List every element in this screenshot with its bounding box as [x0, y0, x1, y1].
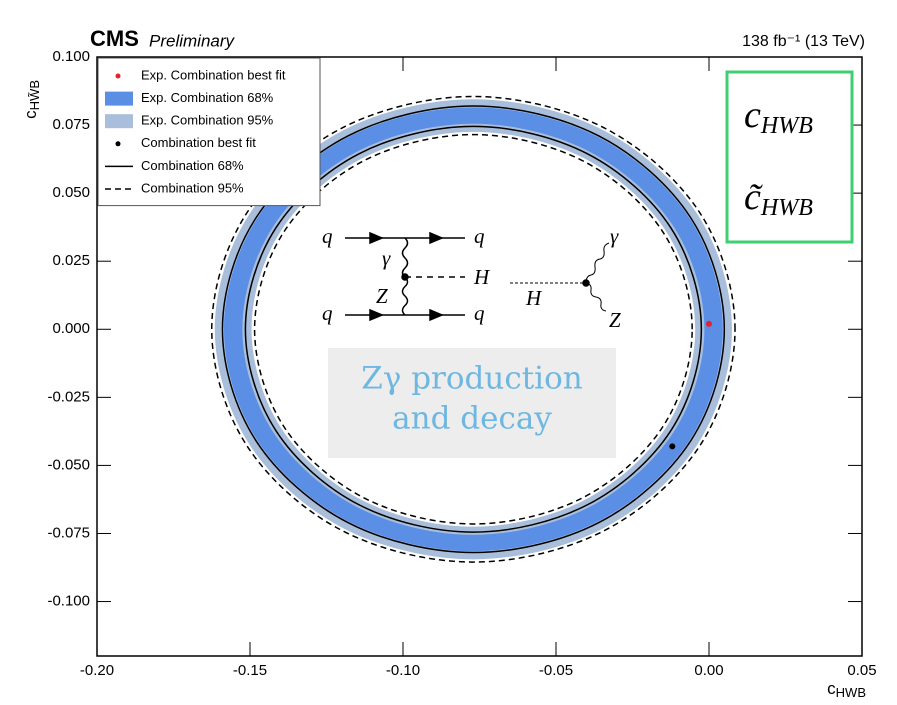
y-tick-label: -0.100 — [47, 593, 90, 610]
y-tick-label: 0.025 — [52, 252, 90, 269]
x-tick-label: -0.20 — [80, 662, 114, 679]
y-tick-label: 0.100 — [52, 48, 90, 65]
vertex — [583, 280, 589, 286]
legend-label: Combination best fit — [141, 135, 256, 150]
label: Z — [376, 284, 388, 308]
legend-symbol — [116, 74, 121, 79]
process-text: Zγ production — [361, 361, 582, 397]
legend-label: Combination 68% — [141, 158, 244, 173]
status: Preliminary — [149, 31, 236, 50]
vertex — [402, 274, 408, 280]
y-tick-label: 0.050 — [52, 184, 90, 201]
y-tick-label: 0.075 — [52, 116, 90, 133]
op-sub: HWB — [760, 195, 813, 221]
label: γ — [610, 224, 619, 248]
chart: CMS Preliminary 138 fb⁻¹ (13 TeV) cHWB c… — [0, 0, 897, 705]
y-tick-label: -0.075 — [47, 524, 90, 541]
label: H — [525, 286, 543, 310]
y-tick-label: -0.025 — [47, 388, 90, 405]
x-tick-label: -0.10 — [386, 662, 420, 679]
label: H — [473, 265, 491, 289]
boson-line — [586, 283, 606, 311]
y-axis-label: cHW̃B — [21, 80, 42, 119]
boson-line — [403, 277, 408, 315]
best-fit-point — [706, 321, 712, 327]
y-tick-label: -0.050 — [47, 456, 90, 473]
op-base: c — [744, 94, 761, 136]
y-label-sub: HW̃B — [27, 80, 42, 110]
x-tick-label: -0.05 — [539, 662, 573, 679]
op-sub: HWB — [760, 113, 813, 139]
best-fit-point — [669, 443, 675, 449]
x-tick-label: -0.15 — [233, 662, 267, 679]
legend-symbol — [105, 114, 133, 128]
boson-line — [403, 238, 408, 278]
x-label-sub: HWB — [836, 685, 866, 700]
label: q — [322, 224, 333, 248]
label: q — [474, 224, 485, 248]
label: Z — [609, 308, 621, 332]
experiment: CMS — [90, 26, 139, 51]
label: q — [322, 301, 333, 325]
legend-label: Exp. Combination 68% — [141, 90, 274, 105]
label: γ — [382, 246, 391, 270]
x-tick-label: 0.00 — [694, 662, 723, 679]
label: q — [474, 301, 485, 325]
legend-label: Combination 95% — [141, 180, 244, 195]
process-text: and decay — [392, 401, 552, 437]
legend-symbol — [116, 141, 121, 146]
x-tick-label: 0.05 — [847, 662, 876, 679]
legend-label: Exp. Combination best fit — [141, 67, 286, 82]
legend-symbol — [105, 92, 133, 106]
boson-line — [586, 243, 609, 283]
legend-label: Exp. Combination 95% — [141, 113, 274, 128]
lumi: 138 fb⁻¹ (13 TeV) — [742, 33, 865, 50]
y-tick-label: 0.000 — [52, 320, 90, 337]
x-axis-label: cHWB — [827, 679, 866, 700]
